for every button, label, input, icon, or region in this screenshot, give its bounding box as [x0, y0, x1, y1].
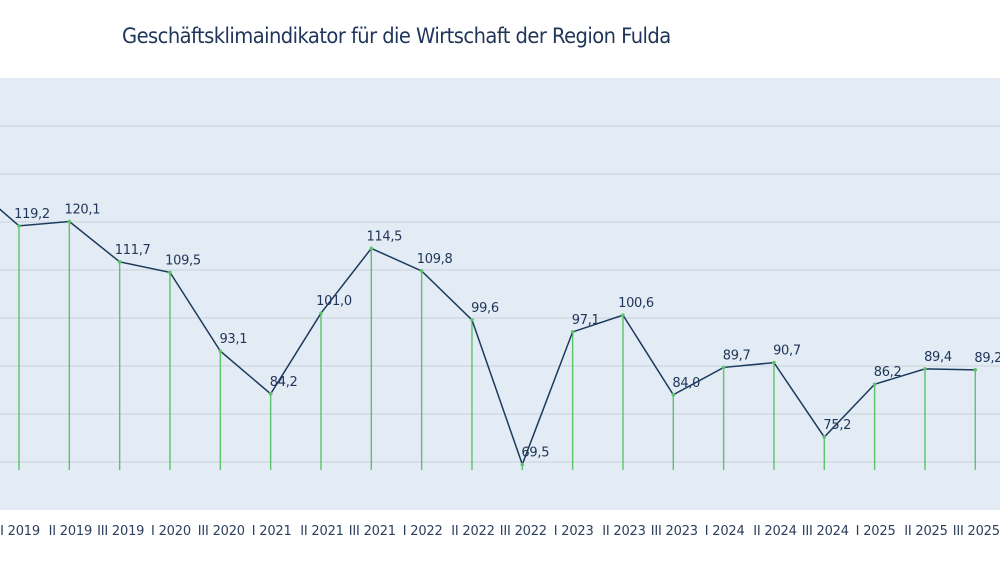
x-tick-label: III 2024 — [802, 524, 849, 539]
x-tick-label: III 2020 — [198, 524, 245, 539]
data-point — [218, 349, 223, 353]
x-tick-label: I 2024 — [705, 524, 745, 539]
data-label: 114,5 — [366, 229, 402, 244]
data-point — [721, 365, 726, 370]
data-label: 97,1 — [572, 313, 600, 328]
data-label: 111,7 — [115, 243, 151, 258]
data-points — [17, 219, 978, 467]
data-point — [67, 219, 72, 224]
data-point — [17, 224, 21, 228]
x-tick-label: III 2019 — [97, 524, 144, 539]
data-point — [520, 462, 525, 467]
data-point — [117, 260, 122, 264]
x-tick-label: III 2021 — [349, 524, 396, 539]
data-point — [570, 330, 575, 334]
x-tick-label: II 2024 — [753, 524, 796, 539]
data-label: 120,1 — [64, 203, 100, 218]
data-label: 109,8 — [417, 252, 453, 267]
data-label: 109,5 — [165, 253, 201, 268]
x-tick-label: II 2023 — [602, 524, 645, 539]
data-label: 89,7 — [723, 348, 751, 363]
data-point — [419, 269, 424, 273]
x-tick-label: I 2022 — [403, 524, 443, 539]
data-label: 89,4 — [924, 350, 952, 365]
data-label: 86,2 — [874, 365, 902, 380]
data-label: 99,6 — [471, 301, 499, 316]
data-label: 90,7 — [773, 344, 801, 359]
data-point — [369, 246, 374, 251]
data-label: 119,2 — [14, 207, 50, 222]
x-tick-label: II 2022 — [451, 524, 494, 539]
data-label: 75,2 — [823, 418, 851, 433]
data-point — [268, 392, 273, 396]
x-tick-label: II 2021 — [300, 524, 343, 539]
plot-area — [0, 78, 1000, 510]
x-tick-label: I 2023 — [554, 524, 594, 539]
x-tick-label: III 2025 — [953, 524, 1000, 539]
x-tick-label: III 2022 — [500, 524, 547, 539]
data-label: 89,2 — [974, 351, 1000, 366]
data-point — [973, 368, 978, 372]
data-point — [772, 360, 776, 365]
x-axis-tick-labels: I 2019 II 2019 III 2019 I 2020 III 2020 I 202… — [0, 524, 1000, 539]
data-point — [621, 313, 625, 317]
data-point — [470, 318, 474, 322]
data-label: 84,0 — [672, 376, 700, 391]
data-label: 101,0 — [316, 294, 352, 309]
data-point — [168, 270, 172, 275]
data-point — [671, 393, 676, 397]
data-point — [923, 367, 927, 371]
chart-title: Geschäftsklimaindikator für die Wirtscha… — [122, 24, 671, 48]
gridlines — [0, 125, 1000, 463]
data-point — [822, 435, 827, 439]
x-tick-label: II 2025 — [904, 524, 947, 539]
data-label: 69,5 — [521, 445, 549, 460]
data-label: 84,2 — [270, 375, 298, 390]
x-tick-label: I 2021 — [252, 524, 292, 539]
x-tick-label: II 2019 — [49, 524, 92, 539]
x-tick-label: I 2025 — [856, 524, 896, 539]
stems — [18, 221, 976, 510]
data-label: 93,1 — [219, 332, 247, 347]
data-labels: 119,2 120,1 111,7 109,5 93,1 84,2 101,0 114,5 10… — [14, 203, 1000, 461]
data-point — [319, 311, 323, 316]
x-tick-label: III 2023 — [651, 524, 698, 539]
x-tick-label: I 2020 — [151, 524, 191, 539]
data-point — [872, 382, 877, 387]
x-tick-label: I 2019 — [0, 524, 40, 539]
data-label: 100,6 — [618, 296, 654, 311]
